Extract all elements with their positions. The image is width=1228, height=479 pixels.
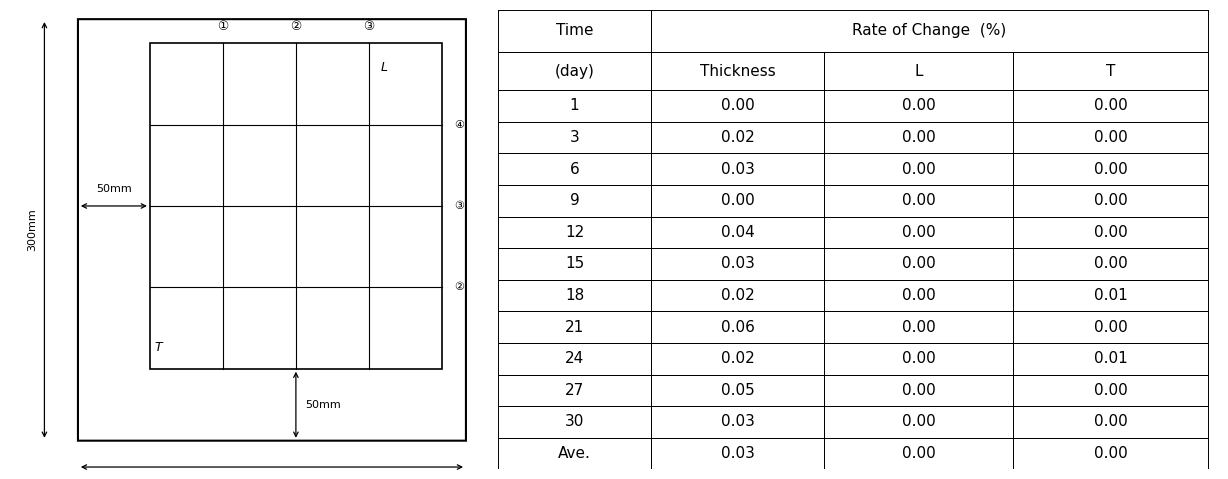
Text: T: T (1106, 64, 1115, 79)
Text: ①: ① (217, 20, 228, 33)
Text: 1: 1 (570, 98, 580, 114)
Text: 0.04: 0.04 (721, 225, 754, 240)
Text: 0.00: 0.00 (1094, 383, 1127, 398)
Text: 0.00: 0.00 (901, 193, 936, 208)
Text: 30: 30 (565, 414, 585, 430)
Text: Thickness: Thickness (700, 64, 775, 79)
Text: Rate of Change  (%): Rate of Change (%) (852, 23, 1007, 38)
Text: 0.00: 0.00 (901, 383, 936, 398)
Text: L: L (915, 64, 923, 79)
Text: 27: 27 (565, 383, 585, 398)
Text: T: T (155, 341, 162, 354)
Text: ④: ④ (454, 120, 464, 129)
Text: 0.02: 0.02 (721, 288, 754, 303)
Text: ②: ② (290, 20, 302, 33)
Text: 0.00: 0.00 (1094, 256, 1127, 272)
Text: 0.00: 0.00 (901, 288, 936, 303)
Text: 50mm: 50mm (96, 184, 131, 194)
Text: 0.01: 0.01 (1094, 351, 1127, 366)
Text: 0.00: 0.00 (1094, 225, 1127, 240)
Text: 0.01: 0.01 (1094, 288, 1127, 303)
Text: ③: ③ (454, 201, 464, 211)
Text: ②: ② (454, 283, 464, 292)
Text: 0.05: 0.05 (721, 383, 754, 398)
Text: L: L (381, 60, 388, 74)
Text: 0.00: 0.00 (901, 319, 936, 335)
Text: 0.03: 0.03 (721, 161, 754, 177)
Text: 0.03: 0.03 (721, 414, 754, 430)
Text: Time: Time (556, 23, 593, 38)
Text: 18: 18 (565, 288, 585, 303)
Text: 0.03: 0.03 (721, 446, 754, 461)
Text: 6: 6 (570, 161, 580, 177)
Text: 0.00: 0.00 (901, 225, 936, 240)
Text: 300mm: 300mm (27, 208, 37, 251)
Text: 0.00: 0.00 (901, 161, 936, 177)
Text: 0.03: 0.03 (721, 256, 754, 272)
Text: 0.00: 0.00 (1094, 98, 1127, 114)
Text: 15: 15 (565, 256, 585, 272)
Text: 0.00: 0.00 (901, 446, 936, 461)
Text: 0.00: 0.00 (1094, 319, 1127, 335)
Text: 0.00: 0.00 (1094, 414, 1127, 430)
Text: 0.00: 0.00 (721, 98, 754, 114)
Bar (150, 43, 442, 369)
Text: Ave.: Ave. (558, 446, 591, 461)
Text: 0.00: 0.00 (1094, 193, 1127, 208)
Text: 9: 9 (570, 193, 580, 208)
Text: 0.00: 0.00 (901, 256, 936, 272)
Text: 0.00: 0.00 (1094, 446, 1127, 461)
Text: 50mm: 50mm (306, 400, 341, 410)
Text: 0.00: 0.00 (901, 98, 936, 114)
Text: 24: 24 (565, 351, 585, 366)
Text: 0.00: 0.00 (721, 193, 754, 208)
Text: ③: ③ (363, 20, 375, 33)
Text: 0.02: 0.02 (721, 130, 754, 145)
Text: 0.00: 0.00 (901, 351, 936, 366)
Text: 12: 12 (565, 225, 585, 240)
Text: 3: 3 (570, 130, 580, 145)
Text: 21: 21 (565, 319, 585, 335)
Text: 0.06: 0.06 (721, 319, 754, 335)
Text: 0.00: 0.00 (901, 130, 936, 145)
Text: 0.00: 0.00 (1094, 130, 1127, 145)
Text: 0.00: 0.00 (901, 414, 936, 430)
Text: (day): (day) (555, 64, 594, 79)
Text: 0.00: 0.00 (1094, 161, 1127, 177)
Text: 0.02: 0.02 (721, 351, 754, 366)
